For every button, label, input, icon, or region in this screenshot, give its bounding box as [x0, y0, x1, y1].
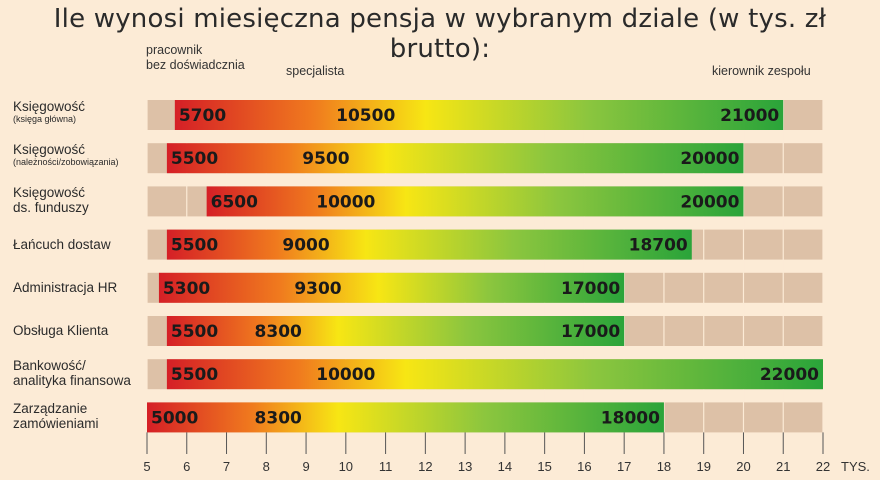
salary-bar	[166, 316, 625, 346]
row-label-main: Zarządzanie	[13, 401, 88, 417]
row-label-sub: (księga główna)	[13, 114, 77, 124]
value-label-specialist: 10500	[336, 106, 395, 126]
x-tick-label: 19	[696, 459, 710, 474]
value-label-entry: 5500	[171, 149, 218, 169]
value-label-lead: 18700	[629, 236, 688, 256]
row-label-main: Obsługa Klienta	[13, 323, 109, 338]
x-unit-label: TYS.	[841, 459, 870, 474]
x-tick-label: 9	[302, 459, 309, 474]
value-label-specialist: 10000	[316, 192, 375, 212]
value-label-lead: 21000	[720, 106, 779, 126]
header-specialist: specjalista	[286, 64, 345, 78]
x-tick-label: 6	[183, 459, 190, 474]
row-label-line2: ds. funduszy	[13, 200, 89, 216]
row-label: Łańcuch dostaw	[13, 237, 143, 252]
value-label-entry: 6500	[211, 192, 258, 212]
x-tick-label: 8	[263, 459, 270, 474]
x-tick-label: 17	[617, 459, 631, 474]
row-label: Administracja HR	[13, 280, 143, 295]
x-tick-label: 21	[776, 459, 790, 474]
salary-bar	[158, 272, 625, 303]
value-label-entry: 5700	[179, 106, 226, 126]
value-label-lead: 18000	[601, 408, 660, 428]
salary-bar	[166, 143, 744, 174]
header-entry-level-line1: pracownik	[146, 43, 203, 57]
value-label-entry: 5500	[171, 236, 218, 256]
value-label-specialist: 9000	[282, 236, 329, 256]
x-tick-label: 16	[577, 459, 591, 474]
header-entry-level: pracownik bez doświadcznia	[146, 43, 245, 73]
x-tick-label: 15	[537, 459, 551, 474]
row-label-main: Administracja HR	[13, 279, 118, 295]
row-label: Zarządzanie zamówieniami	[13, 401, 143, 431]
value-labels: 5700 10500 21000 5500 9500 20000 6500 10000 2000…	[151, 106, 819, 428]
x-tick-label: 11	[379, 459, 393, 474]
chart-title: Ile wynosi miesięczna pensja w wybranym …	[53, 4, 827, 64]
row-label-sub: (należności/zobowiązania)	[13, 157, 119, 168]
row-label: Bankowość/analityka finansowa	[13, 358, 143, 388]
row-label-main: Księgowość	[13, 142, 86, 158]
salary-bar	[206, 186, 744, 217]
value-label-lead: 20000	[680, 192, 739, 212]
value-label-entry: 5500	[171, 322, 218, 342]
row-label-line2: zamówieniami	[13, 416, 99, 432]
bars	[147, 100, 824, 433]
value-label-entry: 5000	[151, 408, 198, 428]
x-tick-label: 13	[458, 459, 472, 474]
value-label-entry: 5500	[171, 365, 218, 385]
salary-bar	[147, 402, 664, 433]
x-tick-label: 22	[816, 459, 830, 474]
header-team-lead: kierownik zespołu	[712, 64, 811, 78]
header-entry-level-line2: bez doświadcznia	[146, 58, 245, 72]
value-label-lead: 17000	[561, 322, 620, 342]
row-label-main: Bankowość/	[13, 358, 86, 374]
value-label-specialist: 10000	[316, 365, 375, 385]
x-tick-label: 12	[418, 459, 432, 474]
row-label-line2: analityka finansowa	[13, 373, 131, 389]
value-label-lead: 22000	[760, 365, 819, 385]
x-tick-label: 20	[736, 459, 750, 474]
value-label-specialist: 8300	[255, 408, 302, 428]
x-axis: 5 6 7 8 9 10 11 12 13 14 15 16 17 18 19 20 21 22 TYS.	[143, 432, 870, 474]
x-tick-label: 7	[223, 459, 230, 474]
value-label-lead: 20000	[680, 149, 739, 169]
value-label-lead: 17000	[561, 279, 620, 299]
value-label-specialist: 8300	[255, 322, 302, 342]
value-label-specialist: 9300	[294, 279, 341, 299]
salary-bar	[166, 229, 692, 260]
salary-bar	[166, 359, 824, 390]
row-label-main: Łańcuch dostaw	[13, 236, 111, 252]
x-tick-label: 5	[143, 459, 150, 474]
value-label-entry: 5300	[163, 279, 210, 299]
row-label: Księgowość ds. funduszy	[13, 185, 143, 215]
row-label: Księgowość (księga główna)	[13, 99, 143, 125]
row-label: Obsługa Klienta	[13, 323, 143, 338]
x-tick-label: 10	[339, 459, 353, 474]
salary-bar	[174, 100, 784, 130]
x-tick-label: 18	[657, 459, 671, 474]
row-label-main: Księgowość	[13, 99, 86, 114]
value-label-specialist: 9500	[302, 149, 349, 169]
row-label: Księgowość (należności/zobowiązania)	[13, 142, 143, 168]
row-label-main: Księgowość	[13, 185, 86, 201]
x-tick-label: 14	[498, 459, 512, 474]
